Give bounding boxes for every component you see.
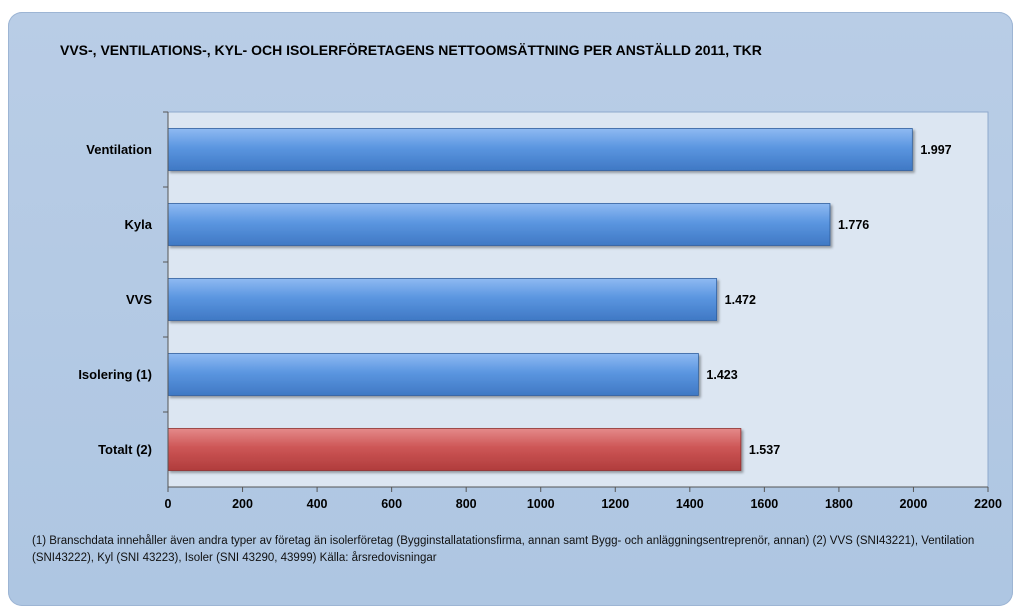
x-tick-label-3: 400 <box>307 497 328 511</box>
bar-2 <box>167 203 831 246</box>
value-label-1: 1.997 <box>920 143 951 157</box>
category-label-4: Isolering (1) <box>78 367 152 382</box>
value-label-2: 1.776 <box>838 218 869 232</box>
x-tick-label-5: 800 <box>456 497 477 511</box>
category-label-5: Totalt (2) <box>98 442 152 457</box>
bar-5 <box>167 428 742 471</box>
x-tick-label-8: 1400 <box>676 497 704 511</box>
x-tick-label-11: 2000 <box>900 497 928 511</box>
x-tick-label-4: 600 <box>381 497 402 511</box>
x-tick-label-7: 1200 <box>601 497 629 511</box>
bar-4 <box>167 353 699 396</box>
category-label-2: Kyla <box>125 217 153 232</box>
x-tick-label-10: 1800 <box>825 497 853 511</box>
bar-3 <box>167 278 718 321</box>
value-label-5: 1.537 <box>749 443 780 457</box>
value-label-3: 1.472 <box>725 293 756 307</box>
category-label-3: VVS <box>126 292 152 307</box>
x-tick-label-2: 200 <box>232 497 253 511</box>
value-label-4: 1.423 <box>706 368 737 382</box>
chart-footnote: (1) Branschdata innehåller även andra ty… <box>32 535 975 564</box>
chart-title: VVS-, VENTILATIONS-, KYL- OCH ISOLERFÖRE… <box>60 42 762 58</box>
category-label-1: Ventilation <box>86 142 152 157</box>
x-tick-label-6: 1000 <box>527 497 555 511</box>
x-tick-label-1: 0 <box>165 497 172 511</box>
bar-1 <box>167 128 913 171</box>
x-tick-label-9: 1600 <box>750 497 778 511</box>
x-tick-label-12: 2200 <box>974 497 1002 511</box>
